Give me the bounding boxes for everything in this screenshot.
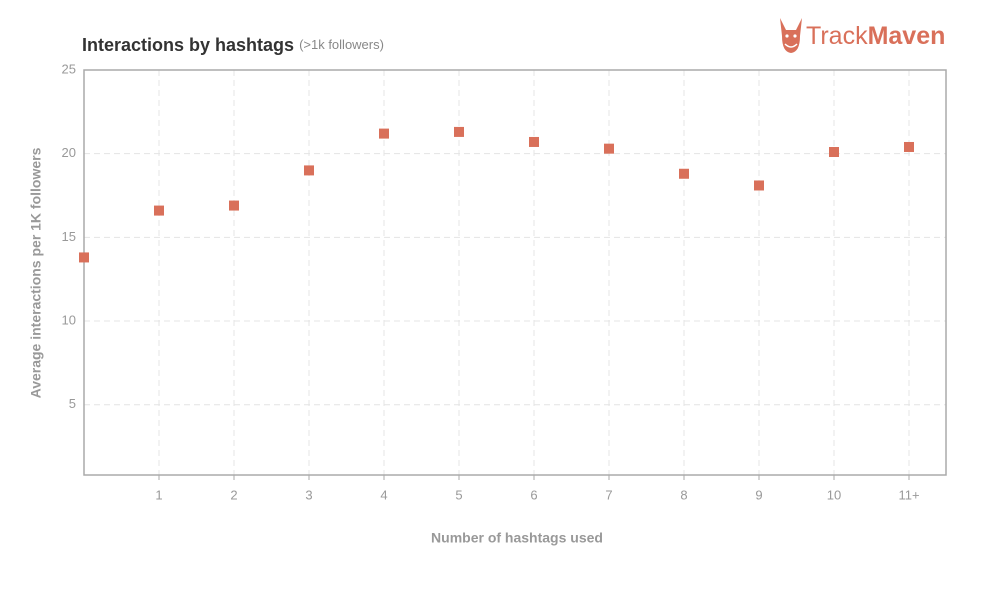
x-axis-label: Number of hashtags used (431, 530, 603, 546)
plot-frame (83, 69, 947, 476)
x-tick-label: 7 (605, 487, 612, 502)
point (79, 252, 89, 263)
point (529, 136, 539, 147)
logo-text: TrackMaven (806, 22, 945, 50)
point (829, 147, 839, 158)
marks (79, 126, 914, 263)
title: Interactions by hashtags (82, 35, 294, 55)
x-tick-label: 2 (230, 487, 237, 502)
x-tick-label: 11+ (898, 487, 919, 502)
x-tick-label: 8 (680, 487, 687, 502)
logo-icon (780, 18, 802, 53)
y-tick-label: 15 (62, 229, 76, 244)
y-tick-label: 5 (69, 396, 76, 411)
logo-maven: Maven (868, 22, 946, 50)
x-tick-label: 1 (155, 487, 162, 502)
logo-track: Track (806, 22, 868, 50)
subtitle: (>1k followers) (299, 37, 384, 52)
x-tick-label: 4 (380, 487, 387, 502)
point (904, 141, 914, 152)
y-tick-label: 10 (62, 312, 76, 327)
y-axis-label: Average interactions per 1K followers (28, 147, 44, 398)
x-tick-label: 5 (455, 487, 462, 502)
x-tick-label: 6 (530, 487, 537, 502)
point (229, 200, 239, 211)
point (754, 180, 764, 191)
x-tick-label: 3 (305, 487, 312, 502)
point (304, 165, 314, 176)
y-tick-label: 25 (62, 61, 76, 76)
x-tick-label: 9 (755, 487, 762, 502)
point (679, 168, 689, 179)
point (379, 128, 389, 139)
grid (84, 69, 946, 475)
x-tick-label: 10 (827, 487, 841, 502)
point (454, 126, 464, 137)
y-tick-label: 20 (62, 145, 76, 160)
chart-title: Interactions by hashtags (>1k followers) (82, 35, 384, 55)
point (604, 143, 614, 154)
point (154, 205, 164, 216)
